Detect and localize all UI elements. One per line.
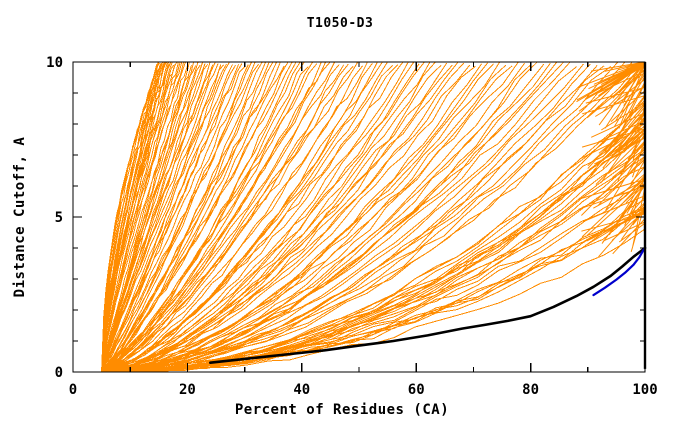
prediction-curves-group (101, 61, 646, 373)
x-tick-label: 40 (293, 382, 310, 398)
axis-tick-labels-group: 0 20 40 60 80 100 0 5 10 (46, 55, 658, 398)
y-axis-title: Distance Cutoff, A (12, 137, 28, 298)
x-tick-label: 80 (522, 382, 539, 398)
x-tick-label: 60 (408, 382, 425, 398)
x-tick-label: 100 (632, 382, 657, 398)
y-tick-label: 0 (55, 365, 63, 381)
chart-title: T1050-D3 (306, 16, 374, 31)
x-tick-label: 0 (69, 382, 77, 398)
x-tick-label: 20 (179, 382, 196, 398)
y-tick-label: 5 (55, 210, 63, 226)
x-axis-title: Percent of Residues (CA) (235, 402, 449, 418)
axis-ticks-group (72, 61, 646, 373)
y-tick-label: 10 (46, 55, 63, 71)
highlighted-series-group (209, 246, 647, 364)
